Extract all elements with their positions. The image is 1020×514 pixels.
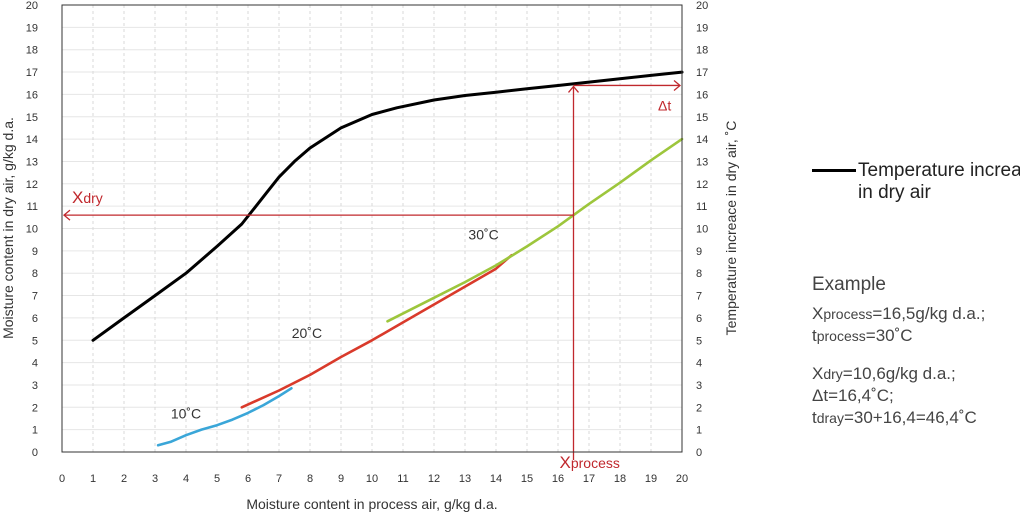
y-tick-label-left: 20 (26, 0, 38, 12)
x-tick-label: 18 (614, 473, 626, 485)
y-tick-label-left: 7 (32, 291, 38, 303)
y-tick-label-left: 3 (32, 380, 38, 392)
x-tick-label: 11 (397, 473, 408, 485)
y-tick-label-left: 18 (26, 45, 38, 57)
y-tick-label-left: 4 (32, 358, 38, 370)
x-tick-label: 9 (338, 473, 344, 485)
grid (62, 5, 682, 452)
series-label: 30˚C (468, 227, 498, 243)
delta-t-label: Δt (658, 97, 671, 113)
x-tick-label: 8 (307, 473, 313, 485)
y-axis-title-left: Moisture content in dry air, g/kg d.a. (0, 117, 16, 339)
example-line-4: Δt=16,4˚C; (812, 386, 894, 405)
y-tick-label-right: 18 (696, 45, 708, 57)
series-line-2 (240, 254, 513, 409)
y-tick-label-left: 1 (32, 425, 38, 437)
y-tick-label-right: 16 (696, 89, 708, 101)
x-tick-label: 12 (428, 473, 440, 485)
y-tick-label-right: 19 (696, 22, 708, 34)
series-label: 20˚C (292, 325, 322, 341)
x-dry-label: Xdry (72, 188, 103, 207)
x-dry-arrowhead (62, 209, 71, 221)
y-tick-label-right: 3 (696, 380, 702, 392)
x-tick-label: 1 (90, 473, 96, 485)
y-tick-label-left: 2 (32, 402, 38, 414)
y-tick-label-right: 7 (696, 291, 702, 303)
y-tick-label-left: 9 (32, 246, 38, 258)
y-tick-label-right: 1 (696, 425, 702, 437)
example-title: Example (812, 274, 886, 295)
x-tick-label: 16 (552, 473, 564, 485)
y-tick-label-left: 5 (32, 335, 38, 347)
series-label: 10˚C (171, 405, 201, 421)
x-tick-label: 6 (245, 473, 251, 485)
y-tick-label-right: 6 (696, 313, 702, 325)
y-tick-label-left: 15 (26, 112, 38, 124)
y-tick-label-right: 2 (696, 402, 702, 414)
legend: Temperature increase in dry air (812, 160, 1020, 204)
y-tick-label-left: 16 (26, 89, 38, 101)
y-tick-label-right: 17 (696, 67, 708, 79)
y-tick-label-right: 4 (696, 358, 702, 370)
y-tick-label-left: 8 (32, 268, 38, 280)
y-tick-label-left: 14 (26, 134, 38, 146)
example-line-1: Xprocess=16,5g/kg d.a.; (812, 304, 986, 323)
y-tick-label-right: 20 (696, 0, 708, 12)
series-lines: 10˚C 20˚C 30˚C (91, 70, 684, 447)
legend-swatch (812, 169, 856, 172)
y-tick-label-left: 13 (26, 156, 38, 168)
y-tick-label-right: 10 (696, 224, 708, 236)
y-tick-label-left: 12 (26, 179, 38, 191)
y-tick-label-right: 9 (696, 246, 702, 258)
x-process-label: Xprocess (560, 453, 620, 472)
x-tick-label: 0 (59, 473, 65, 485)
y-tick-label-left: 17 (26, 67, 38, 79)
y-tick-label-right: 0 (696, 447, 702, 459)
x-tick-label: 10 (366, 473, 378, 485)
delta-t-arrowhead (673, 79, 682, 91)
x-axis-title: Moisture content in process air, g/kg d.… (246, 496, 497, 512)
example-line-3: Xdry=10,6g/kg d.a.; (812, 364, 956, 383)
x-process-arrowhead (568, 85, 579, 93)
x-tick-label: 7 (276, 473, 282, 485)
x-tick-label: 5 (214, 473, 220, 485)
example-box: Example Xprocess=16,5g/kg d.a.; tprocess… (812, 273, 1017, 429)
y-tick-label-left: 10 (26, 224, 38, 236)
y-tick-label-left: 6 (32, 313, 38, 325)
x-tick-label: 15 (521, 473, 533, 485)
y-tick-label-right: 5 (696, 335, 702, 347)
series-line-3 (386, 137, 684, 323)
x-tick-label: 19 (645, 473, 657, 485)
y-tick-label-right: 8 (696, 268, 702, 280)
y-axis-title-right: Temperature increace in dry air, ˚C (723, 121, 739, 336)
y-tick-label-left: 11 (27, 201, 38, 213)
y-tick-label-left: 0 (32, 447, 38, 459)
annotations: Xprocess Xdry Δt (62, 79, 682, 472)
x-tick-label: 20 (676, 473, 688, 485)
plot-frame (61, 4, 683, 453)
x-tick-label: 2 (121, 473, 127, 485)
y-tick-label-right: 15 (696, 112, 708, 124)
x-tick-label: 3 (152, 473, 158, 485)
x-tick-label: 17 (583, 473, 595, 485)
x-tick-label: 4 (183, 473, 189, 485)
y-tick-label-right: 11 (696, 201, 707, 213)
y-tick-label-right: 14 (696, 134, 708, 146)
series-line-1 (156, 386, 293, 447)
y-tick-label-right: 13 (696, 156, 708, 168)
x-tick-label: 13 (459, 473, 471, 485)
y-tick-label-right: 12 (696, 179, 708, 191)
series-line-0 (91, 70, 684, 342)
x-tick-label: 14 (490, 473, 502, 485)
example-line-2: tprocess=30˚C (812, 326, 913, 345)
example-line-5: tdray=30+16,4=46,4˚C (812, 408, 977, 427)
y-tick-label-left: 19 (26, 22, 38, 34)
legend-label: Temperature increase in dry air (858, 160, 1020, 203)
